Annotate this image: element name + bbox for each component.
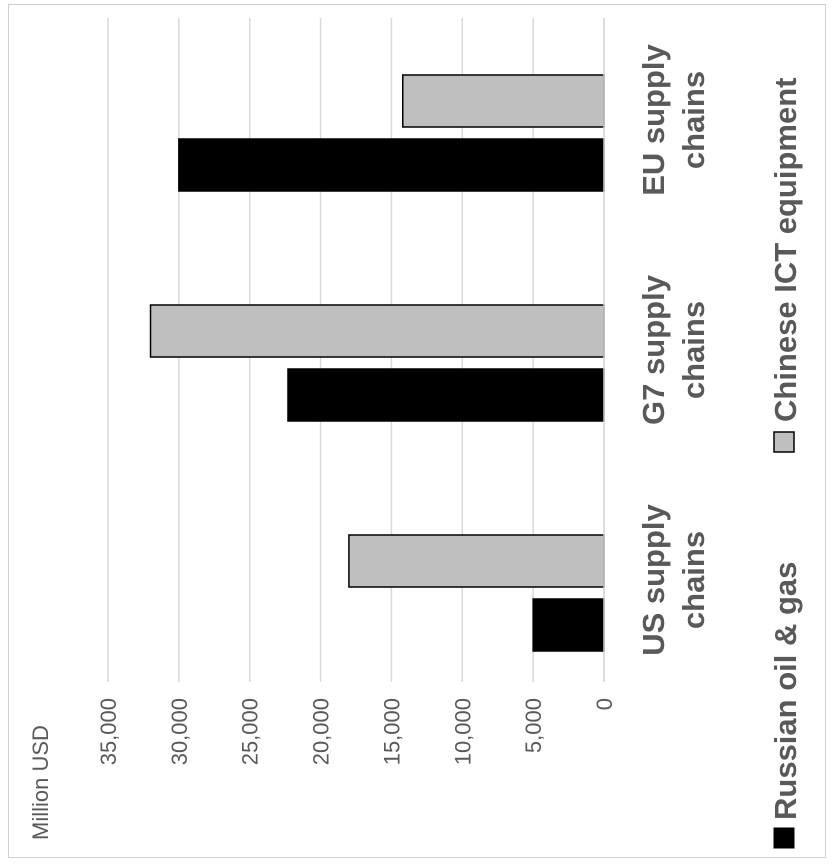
category-label: G7 supply chains — [636, 274, 711, 425]
category-label-line: chains — [676, 531, 711, 629]
bar-chinese-ict-1 — [348, 534, 605, 588]
bar-chinese-ict-2 — [149, 304, 605, 358]
category-label-line: chains — [676, 301, 711, 399]
bar-russian-oil-gas-1 — [532, 598, 605, 652]
bar-russian-oil-gas-2 — [287, 368, 605, 422]
bar-chinese-ict-3 — [402, 74, 605, 128]
legend-label-russian-oil-gas: Russian oil & gas — [768, 562, 803, 820]
legend-swatch-russian-oil-gas — [773, 827, 795, 849]
category-label: EU supply chains — [636, 43, 711, 195]
legend: Russian oil & gas Chinese ICT equipment — [768, 78, 803, 849]
category-label-line: US supply — [636, 503, 671, 655]
value-axis-title: Million USD — [28, 725, 53, 840]
tick-label: 15,000 — [379, 698, 404, 765]
category-label-line: EU supply — [636, 43, 671, 195]
category-label-line: chains — [676, 71, 711, 169]
tick-label: 0 — [592, 698, 617, 710]
category-label: US supply chains — [636, 503, 711, 655]
category-label-line: G7 supply — [636, 274, 671, 425]
chart-frame — [8, 4, 826, 858]
tick-label: 10,000 — [450, 698, 475, 765]
tick-label: 20,000 — [309, 698, 334, 765]
tick-label: 5,000 — [521, 698, 546, 753]
legend-label-chinese-ict: Chinese ICT equipment — [768, 78, 803, 422]
tick-labels: 0 5,000 10,000 15,000 20,000 25,000 30,000 35,0… — [96, 698, 617, 765]
bar-russian-oil-gas-3 — [178, 138, 605, 192]
bars — [149, 74, 605, 652]
tick-label: 35,000 — [96, 698, 121, 765]
tick-label: 25,000 — [238, 698, 263, 765]
tick-label: 30,000 — [167, 698, 192, 765]
legend-swatch-chinese-ict — [773, 431, 795, 453]
